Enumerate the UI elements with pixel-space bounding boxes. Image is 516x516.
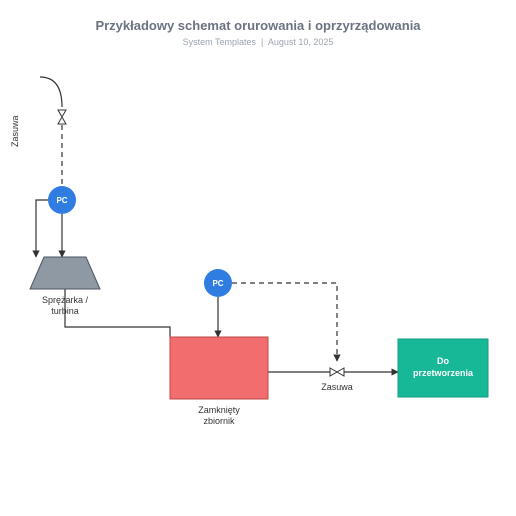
turbine-label: turbina — [51, 306, 79, 316]
pc2-text: PC — [212, 279, 223, 288]
valve-icon — [58, 110, 66, 124]
subtitle-divider: | — [258, 37, 267, 47]
diagram-subtitle: System Templates | August 10, 2025 — [0, 37, 516, 47]
tank-node — [170, 337, 268, 399]
pc1-text: PC — [56, 196, 67, 205]
subtitle-right: August 10, 2025 — [268, 37, 334, 47]
edge-inlet-curve — [40, 77, 62, 107]
turbine-label: Sprężarka / — [42, 295, 89, 305]
valve-icon — [330, 368, 344, 376]
valve-top-label: Zasuwa — [10, 115, 20, 147]
valve-right-label: Zasuwa — [321, 382, 353, 392]
edge-pc1-branch-left — [36, 200, 48, 257]
diagram-canvas: Zasuwa PC Sprężarka /turbina PC Zamkniętyzbi… — [0, 47, 516, 507]
sink-label: przetworzenia — [413, 368, 474, 378]
sink-label: Do — [437, 356, 449, 366]
turbine-node — [30, 257, 100, 289]
tank-label: Zamknięty — [198, 405, 240, 415]
subtitle-left: System Templates — [183, 37, 256, 47]
diagram-svg: Zasuwa PC Sprężarka /turbina PC Zamkniętyzbi… — [0, 47, 516, 507]
tank-label: zbiornik — [203, 416, 235, 426]
diagram-title: Przykładowy schemat orurowania i oprzyrz… — [0, 18, 516, 33]
